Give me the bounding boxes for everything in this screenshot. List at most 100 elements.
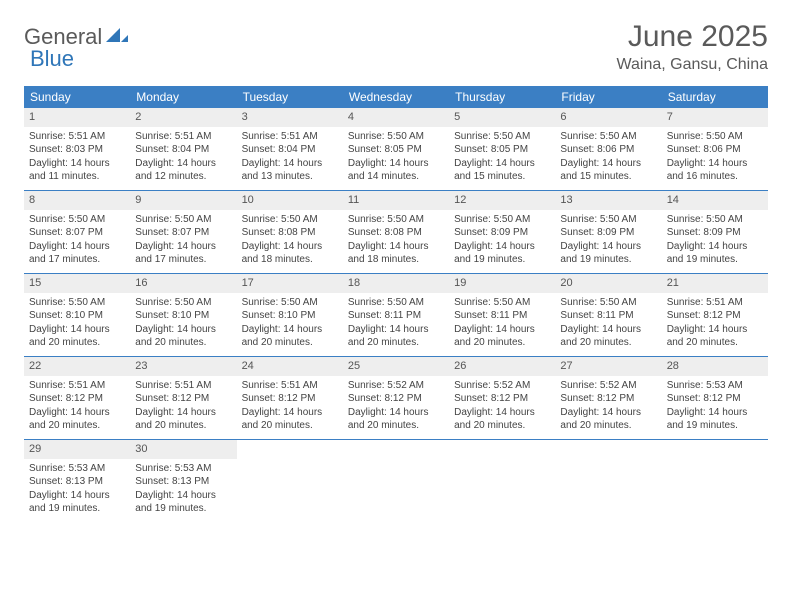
- day-cell: 8Sunrise: 5:50 AMSunset: 8:07 PMDaylight…: [24, 191, 130, 273]
- day-line: and 17 minutes.: [135, 253, 231, 267]
- logo-sail-icon: [106, 26, 128, 49]
- day-line: Sunrise: 5:52 AM: [348, 379, 444, 393]
- day-line: Sunset: 8:07 PM: [135, 226, 231, 240]
- day-line: Sunset: 8:11 PM: [348, 309, 444, 323]
- day-number: 22: [24, 357, 130, 376]
- day-line: Sunset: 8:13 PM: [135, 475, 231, 489]
- day-content: Sunrise: 5:50 AMSunset: 8:08 PMDaylight:…: [343, 213, 449, 272]
- day-line: and 19 minutes.: [560, 253, 656, 267]
- day-cell: 1Sunrise: 5:51 AMSunset: 8:03 PMDaylight…: [24, 108, 130, 190]
- day-line: and 19 minutes.: [667, 419, 763, 433]
- day-number: 13: [555, 191, 661, 210]
- day-content: Sunrise: 5:51 AMSunset: 8:12 PMDaylight:…: [130, 379, 236, 438]
- day-cell: 14Sunrise: 5:50 AMSunset: 8:09 PMDayligh…: [662, 191, 768, 273]
- day-cell: 26Sunrise: 5:52 AMSunset: 8:12 PMDayligh…: [449, 357, 555, 439]
- day-line: Sunset: 8:11 PM: [454, 309, 550, 323]
- day-content: Sunrise: 5:50 AMSunset: 8:10 PMDaylight:…: [24, 296, 130, 355]
- day-line: and 19 minutes.: [454, 253, 550, 267]
- day-line: and 13 minutes.: [242, 170, 338, 184]
- day-number: 6: [555, 108, 661, 127]
- day-line: Sunset: 8:10 PM: [135, 309, 231, 323]
- day-line: and 20 minutes.: [348, 336, 444, 350]
- day-cell: 18Sunrise: 5:50 AMSunset: 8:11 PMDayligh…: [343, 274, 449, 356]
- day-line: Sunrise: 5:50 AM: [135, 213, 231, 227]
- day-line: Sunset: 8:04 PM: [135, 143, 231, 157]
- day-line: and 20 minutes.: [454, 336, 550, 350]
- day-line: Daylight: 14 hours: [348, 157, 444, 171]
- day-cell: 6 Sunrise: 5:50 AMSunset: 8:06 PMDaylight…: [555, 108, 661, 190]
- day-number: 14: [662, 191, 768, 210]
- day-cell: 17Sunrise: 5:50 AMSunset: 8:10 PMDayligh…: [237, 274, 343, 356]
- day-line: and 20 minutes.: [454, 419, 550, 433]
- empty-day-cell: [343, 440, 449, 522]
- day-line: Daylight: 14 hours: [135, 157, 231, 171]
- day-content: Sunrise: 5:50 AMSunset: 8:08 PMDaylight:…: [237, 213, 343, 272]
- day-line: Sunrise: 5:52 AM: [560, 379, 656, 393]
- empty-day-cell: [237, 440, 343, 522]
- day-number: 17: [237, 274, 343, 293]
- day-line: Daylight: 14 hours: [29, 157, 125, 171]
- day-header: Saturday: [662, 86, 768, 108]
- day-number: 24: [237, 357, 343, 376]
- day-line: and 20 minutes.: [242, 336, 338, 350]
- day-line: and 14 minutes.: [348, 170, 444, 184]
- day-number: 20: [555, 274, 661, 293]
- day-line: Sunset: 8:12 PM: [135, 392, 231, 406]
- day-cell: 13Sunrise: 5:50 AMSunset: 8:09 PMDayligh…: [555, 191, 661, 273]
- day-line: Daylight: 14 hours: [560, 323, 656, 337]
- day-line: Daylight: 14 hours: [29, 489, 125, 503]
- day-cell: 27Sunrise: 5:52 AMSunset: 8:12 PMDayligh…: [555, 357, 661, 439]
- day-line: Sunrise: 5:50 AM: [560, 296, 656, 310]
- day-line: Sunrise: 5:53 AM: [667, 379, 763, 393]
- day-line: and 17 minutes.: [29, 253, 125, 267]
- day-line: and 19 minutes.: [29, 502, 125, 516]
- day-line: Daylight: 14 hours: [667, 240, 763, 254]
- day-line: Sunset: 8:09 PM: [667, 226, 763, 240]
- day-line: Sunset: 8:05 PM: [454, 143, 550, 157]
- day-content: Sunrise: 5:51 AMSunset: 8:12 PMDaylight:…: [662, 296, 768, 355]
- day-cell: 7Sunrise: 5:50 AMSunset: 8:06 PMDaylight…: [662, 108, 768, 190]
- day-number: 27: [555, 357, 661, 376]
- day-header: Monday: [130, 86, 236, 108]
- day-line: Daylight: 14 hours: [348, 240, 444, 254]
- day-number: 18: [343, 274, 449, 293]
- logo-text-blue: Blue: [30, 46, 74, 71]
- day-cell: 12Sunrise: 5:50 AMSunset: 8:09 PMDayligh…: [449, 191, 555, 273]
- day-line: Sunrise: 5:51 AM: [135, 379, 231, 393]
- day-line: Daylight: 14 hours: [454, 157, 550, 171]
- day-line: Sunset: 8:04 PM: [242, 143, 338, 157]
- day-line: Daylight: 14 hours: [135, 240, 231, 254]
- day-cell: 11Sunrise: 5:50 AMSunset: 8:08 PMDayligh…: [343, 191, 449, 273]
- day-line: Sunset: 8:12 PM: [667, 309, 763, 323]
- day-headers-row: SundayMondayTuesdayWednesdayThursdayFrid…: [24, 86, 768, 108]
- day-line: Daylight: 14 hours: [135, 406, 231, 420]
- day-content: Sunrise: 5:51 AMSunset: 8:12 PMDaylight:…: [237, 379, 343, 438]
- day-line: and 18 minutes.: [348, 253, 444, 267]
- day-line: Daylight: 14 hours: [560, 406, 656, 420]
- empty-day-cell: [449, 440, 555, 522]
- day-line: Sunrise: 5:51 AM: [29, 130, 125, 144]
- day-cell: 15 Sunrise: 5:50 AMSunset: 8:10 PMDayligh…: [24, 274, 130, 356]
- day-line: Sunset: 8:08 PM: [242, 226, 338, 240]
- week-row: 29Sunrise: 5:53 AMSunset: 8:13 PMDayligh…: [24, 440, 768, 522]
- day-line: and 20 minutes.: [560, 419, 656, 433]
- day-line: Sunrise: 5:50 AM: [242, 213, 338, 227]
- day-line: Sunset: 8:07 PM: [29, 226, 125, 240]
- day-line: Sunset: 8:11 PM: [560, 309, 656, 323]
- day-line: Sunset: 8:12 PM: [242, 392, 338, 406]
- day-line: Sunrise: 5:52 AM: [454, 379, 550, 393]
- day-cell: 25Sunrise: 5:52 AMSunset: 8:12 PMDayligh…: [343, 357, 449, 439]
- day-content: Sunrise: 5:53 AMSunset: 8:12 PMDaylight:…: [662, 379, 768, 438]
- day-line: and 12 minutes.: [135, 170, 231, 184]
- day-number: 16: [130, 274, 236, 293]
- day-content: Sunrise: 5:50 AMSunset: 8:06 PMDaylight:…: [555, 130, 661, 189]
- header: General June 2025 Waina, Gansu, China: [24, 20, 768, 74]
- day-line: Daylight: 14 hours: [135, 323, 231, 337]
- day-line: Sunset: 8:09 PM: [560, 226, 656, 240]
- day-line: Sunrise: 5:53 AM: [135, 462, 231, 476]
- day-number: 7: [662, 108, 768, 127]
- day-number: 23: [130, 357, 236, 376]
- day-number: 25: [343, 357, 449, 376]
- week-row: 1Sunrise: 5:51 AMSunset: 8:03 PMDaylight…: [24, 108, 768, 191]
- day-number: 15: [24, 274, 130, 293]
